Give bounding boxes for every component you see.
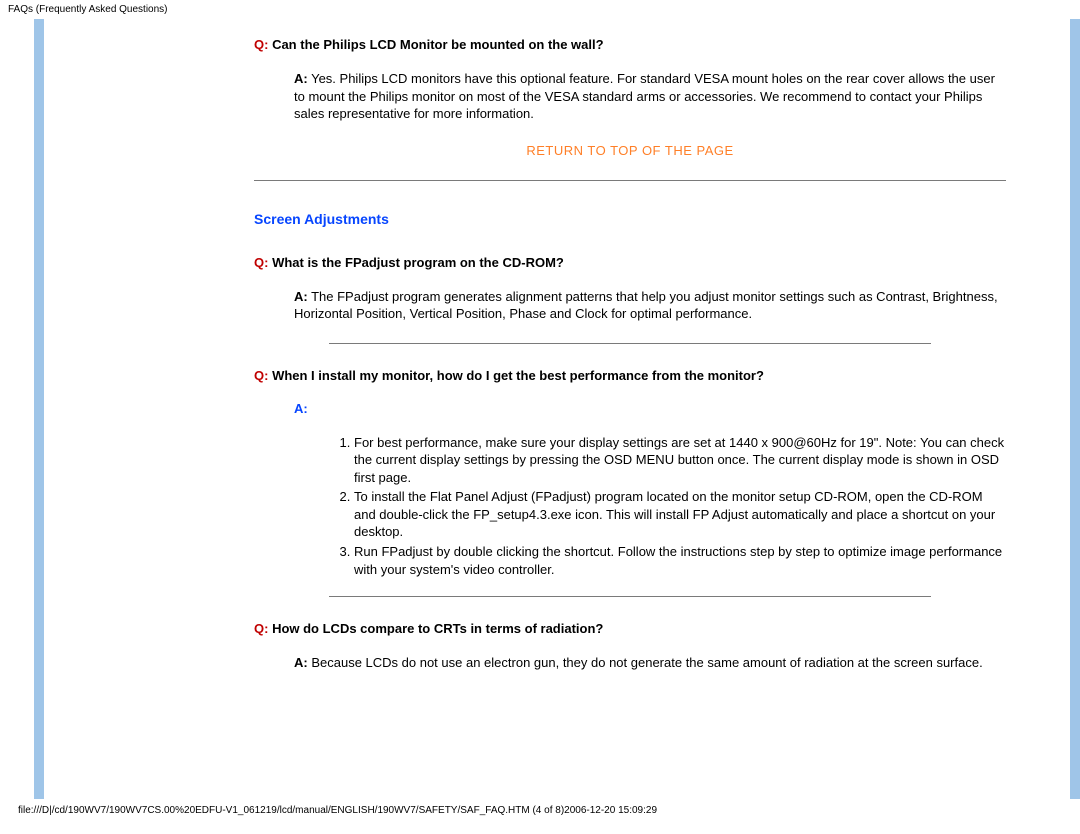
left-decoration-bar — [34, 19, 44, 799]
q-prefix: Q: — [254, 368, 268, 383]
list-item: For best performance, make sure your dis… — [354, 434, 1006, 487]
footer-path: file:///D|/cd/190WV7/190WV7CS.00%20EDFU-… — [0, 799, 1080, 822]
right-decoration-bar — [1070, 19, 1080, 799]
q-prefix: Q: — [254, 37, 268, 52]
faq-answer-2: A: The FPadjust program generates alignm… — [254, 288, 1006, 323]
faq-answer-3-list: For best performance, make sure your dis… — [254, 434, 1006, 578]
faq-question-1: Q: Can the Philips LCD Monitor be mounte… — [254, 37, 1006, 52]
a-prefix: A: — [294, 71, 308, 86]
faq-answer-3-label: A: — [254, 401, 1006, 416]
faq-question-3: Q: When I install my monitor, how do I g… — [254, 368, 1006, 383]
main-content: Q: Can the Philips LCD Monitor be mounte… — [44, 19, 1060, 799]
q-text: When I install my monitor, how do I get … — [268, 368, 763, 383]
a-text: The FPadjust program generates alignment… — [294, 289, 998, 322]
header-path: FAQs (Frequently Asked Questions) — [0, 0, 1080, 19]
q-text: How do LCDs compare to CRTs in terms of … — [268, 621, 603, 636]
a-text: Yes. Philips LCD monitors have this opti… — [294, 71, 995, 121]
inner-divider — [329, 596, 931, 597]
q-text: Can the Philips LCD Monitor be mounted o… — [268, 37, 603, 52]
faq-question-2: Q: What is the FPadjust program on the C… — [254, 255, 1006, 270]
q-text: What is the FPadjust program on the CD-R… — [268, 255, 563, 270]
a-text: Because LCDs do not use an electron gun,… — [308, 655, 983, 670]
q-prefix: Q: — [254, 621, 268, 636]
section-divider — [254, 180, 1006, 181]
a-prefix: A: — [294, 655, 308, 670]
page-container: Q: Can the Philips LCD Monitor be mounte… — [0, 19, 1080, 799]
list-item: To install the Flat Panel Adjust (FPadju… — [354, 488, 1006, 541]
section-title-screen-adjustments: Screen Adjustments — [254, 211, 1006, 227]
return-to-top-link[interactable]: RETURN TO TOP OF THE PAGE — [254, 143, 1006, 158]
q-prefix: Q: — [254, 255, 268, 270]
list-item: Run FPadjust by double clicking the shor… — [354, 543, 1006, 578]
faq-answer-4: A: Because LCDs do not use an electron g… — [254, 654, 1006, 672]
inner-divider — [329, 343, 931, 344]
faq-answer-1: A: Yes. Philips LCD monitors have this o… — [254, 70, 1006, 123]
faq-question-4: Q: How do LCDs compare to CRTs in terms … — [254, 621, 1006, 636]
a-prefix: A: — [294, 289, 308, 304]
